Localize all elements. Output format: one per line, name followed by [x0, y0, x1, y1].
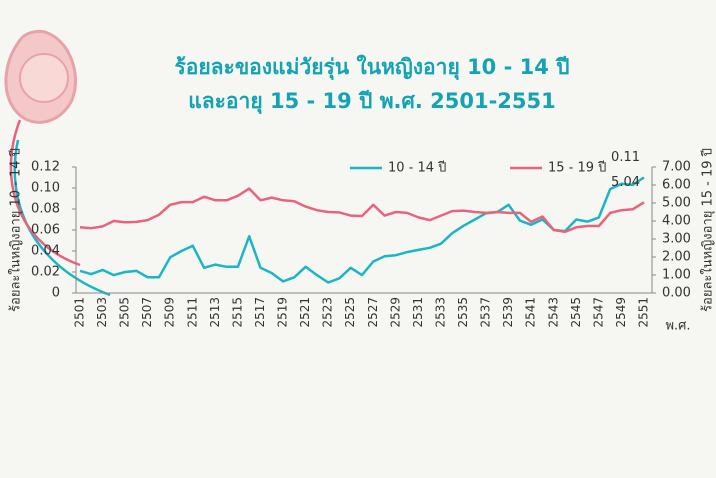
x-tick-label: 2535 [456, 297, 470, 328]
x-tick-label: 2549 [614, 297, 628, 328]
y2-tick-label: 2.00 [662, 250, 691, 265]
y-tick-label: 0.02 [31, 265, 60, 280]
x-tick-label: 2541 [524, 297, 538, 328]
x-tick-label: 2523 [321, 297, 335, 328]
x-tick-label: 2503 [95, 297, 109, 328]
x-tick-label: 2543 [546, 297, 560, 328]
x-tick-label: 2511 [185, 297, 199, 328]
chart-title: ร้อยละของแม่วัยรุ่น ในหญิงอายุ 10 - 14 ป… [174, 54, 569, 81]
y-tick-label: 0.08 [31, 202, 60, 217]
x-tick-label: 2507 [140, 297, 154, 328]
y2-tick-label: 1.00 [662, 268, 691, 283]
x-tick-label: 2551 [637, 297, 651, 328]
x-tick-label: 2517 [253, 297, 267, 328]
y2-tick-label: 7.00 [662, 160, 691, 175]
x-tick-label: 2505 [118, 297, 132, 328]
x-tick-label: 2525 [343, 297, 357, 328]
y2-tick-label: 5.00 [662, 196, 691, 211]
y-tick-label: 0.12 [31, 160, 60, 175]
x-axis-label: พ.ศ. [665, 319, 690, 334]
y-tick-label: 0.04 [31, 244, 60, 259]
y2-tick-label: 4.00 [662, 214, 691, 229]
decoration [4, 29, 111, 297]
x-tick-label: 2509 [163, 297, 177, 328]
data-line [79, 187, 645, 234]
x-tick-label: 2527 [366, 297, 380, 328]
x-tick-label: 2539 [501, 297, 515, 328]
legend-label: 10 - 14 ปี [388, 160, 446, 176]
x-tick-label: 2533 [433, 297, 447, 328]
x-tick-label: 2537 [479, 297, 493, 328]
y-tick-label: 0 [52, 286, 60, 301]
y2-tick-label: 6.00 [662, 178, 691, 193]
x-tick-label: 2521 [298, 297, 312, 328]
x-tick-label: 2519 [276, 297, 290, 328]
y2-tick-label: 3.00 [662, 232, 691, 247]
y2-tick-label: 0.00 [662, 286, 691, 301]
y-axis-label: ร้อยละในหญิงอายุ 10 - 14 ปี [8, 148, 24, 312]
data-label: 0.11 [611, 150, 640, 165]
x-tick-label: 2513 [208, 297, 222, 328]
legend-label: 15 - 19 ปี [548, 160, 606, 176]
y2-axis-label: ร้อยละในหญิงอายุ 15 - 19 ปี [700, 148, 716, 312]
x-tick-label: 2545 [569, 297, 583, 328]
y-tick-label: 0.06 [31, 223, 60, 238]
data-label: 5.04 [611, 175, 640, 190]
x-tick-label: 2501 [73, 297, 87, 328]
chart-title: และอายุ 15 - 19 ปี พ.ศ. 2501-2551 [188, 89, 556, 115]
x-tick-label: 2515 [230, 297, 244, 328]
y-tick-label: 0.10 [31, 181, 60, 196]
x-tick-label: 2529 [388, 297, 402, 328]
x-tick-label: 2547 [591, 297, 605, 328]
x-tick-label: 2531 [411, 297, 425, 328]
